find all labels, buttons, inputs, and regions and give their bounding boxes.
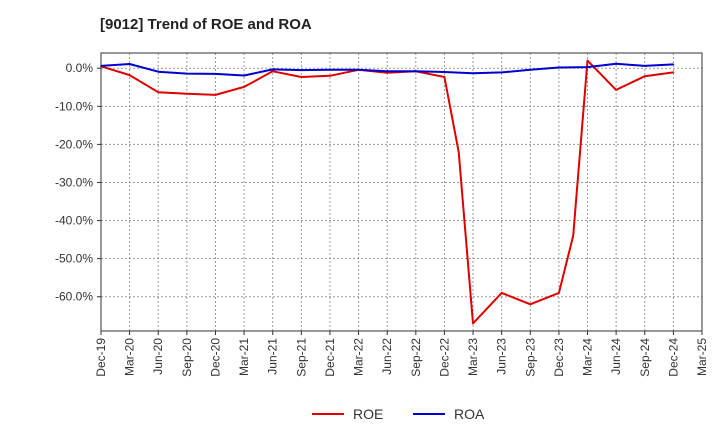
roe-data-point [186,92,188,95]
roe-data-point [644,75,646,77]
y-tick-label: -50.0% [55,252,93,266]
roa-data-point [586,66,589,68]
roe-data-point [500,292,503,294]
roa-data-point [300,69,303,71]
roe-data-point [329,75,331,77]
roa-data-point [500,71,503,74]
roe-data-point [157,91,159,93]
roa-data-point [415,70,417,73]
x-tick-label: Mar-24 [581,338,595,376]
x-tick-label: Mar-23 [466,338,480,376]
roa-data-point [157,70,159,73]
roe-data-point [386,72,389,74]
y-tick-label: -10.0% [55,99,93,113]
roa-legend-label: ROA [454,406,485,422]
roa-data-point [243,74,245,77]
roa-data-point [529,69,532,71]
roa-data-point [186,72,188,75]
roa-data-point [386,70,389,73]
x-tick-label: Jun-23 [495,338,509,375]
y-tick-label: -30.0% [55,175,93,189]
plot-area-border [100,52,703,332]
x-tick-label: Jun-22 [380,338,394,375]
roa-data-point [128,63,131,65]
x-tick-label: Dec-20 [208,338,222,377]
x-tick-label: Mar-25 [695,338,709,376]
x-tick-label: Jun-24 [609,338,623,375]
roa-data-point [329,69,331,71]
x-tick-label: Jun-20 [151,338,165,375]
roe-data-point [529,303,532,306]
x-tick-label: Mar-20 [123,338,137,376]
x-tick-label: Dec-21 [323,338,337,377]
y-tick-label: -20.0% [55,137,93,151]
x-tick-label: Mar-21 [237,338,251,376]
roe-data-point [672,71,675,74]
roe-data-point [128,74,131,76]
roa-data-point [357,69,360,71]
x-tick-label: Sep-20 [180,338,194,377]
y-tick-label: 0.0% [66,61,94,75]
chart-title: [9012] Trend of ROE and ROA [100,16,312,33]
roe-data-point [443,76,446,78]
roe-data-point [615,89,617,91]
roa-data-point [558,66,560,69]
x-tick-label: Dec-22 [437,338,451,377]
y-tick-label: -60.0% [55,290,93,304]
x-tick-label: Dec-24 [666,338,680,377]
roe-data-point [472,322,474,325]
x-tick-label: Dec-19 [94,338,108,377]
x-tick-label: Jun-21 [266,338,280,375]
roe-data-point [214,94,217,96]
roe-data-point [243,86,245,88]
roe-data-point [558,292,560,294]
y-tick-label: -40.0% [55,214,93,228]
roa-data-point [472,72,474,74]
roe-data-point [586,59,589,62]
roa-data-point [214,73,217,75]
roa-data-point [271,68,274,71]
x-tick-label: Sep-23 [523,338,537,377]
x-tick-label: Sep-24 [638,338,652,377]
roe-legend-label: ROE [353,406,383,422]
roa-data-point [644,65,646,67]
roe-data-point [457,151,460,153]
x-tick-label: Dec-23 [552,338,566,377]
roe-data-point [572,235,574,237]
roa-data-point [615,62,617,65]
roa-data-point [443,71,446,73]
roa-data-point [672,63,675,66]
x-tick-label: Sep-21 [294,338,308,377]
roe-data-point [300,76,303,78]
roe-series-line [100,59,674,325]
x-tick-label: Sep-22 [409,338,423,377]
x-tick-label: Mar-22 [352,338,366,376]
roe-data-point [271,70,274,73]
